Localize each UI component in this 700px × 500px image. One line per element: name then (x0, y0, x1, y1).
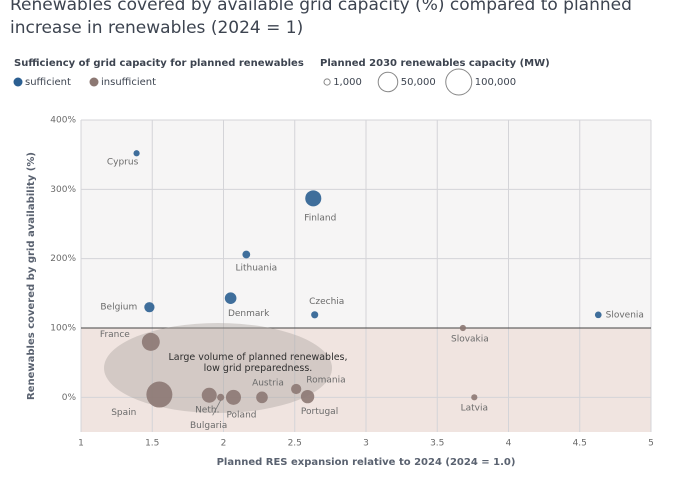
y-tick-label: 200% (50, 254, 76, 264)
x-tick-label: 5 (648, 439, 654, 449)
bubble (305, 190, 322, 207)
bubble (311, 311, 319, 319)
bubble (291, 383, 302, 395)
bubble (459, 324, 466, 332)
x-tick-label: 2.5 (288, 439, 302, 449)
bubble (224, 292, 237, 304)
legend-marker (89, 77, 99, 87)
point-label: Cyprus (107, 158, 139, 168)
x-axis-label: Planned RES expansion relative to 2024 (… (217, 457, 516, 468)
point-label: Lithuania (235, 263, 277, 273)
bubble (242, 250, 251, 259)
x-tick-label: 4.5 (573, 439, 587, 449)
point-label: Spain (111, 408, 136, 418)
point-label: Denmark (228, 309, 270, 319)
bubble (146, 381, 173, 408)
x-tick-label: 3 (363, 439, 369, 449)
y-axis-label: Renewables covered by grid availability … (26, 152, 37, 400)
bubble (217, 393, 225, 401)
bubble (225, 389, 241, 405)
point-label: France (100, 330, 130, 340)
legend-label: sufficient (25, 77, 71, 88)
point-label: Romania (306, 375, 345, 385)
point-label: Czechia (309, 297, 344, 307)
y-tick-label: 300% (50, 185, 76, 195)
bubble (201, 387, 217, 403)
bubble (133, 150, 140, 157)
x-tick-label: 1 (78, 439, 84, 449)
size-legend-title: Planned 2030 renewables capacity (MW) (320, 58, 550, 69)
bubble (256, 391, 268, 404)
bubble (141, 332, 160, 351)
point-label: Bulgaria (190, 421, 227, 431)
x-tick-label: 4 (506, 439, 512, 449)
point-label: Latvia (461, 404, 488, 414)
point-label: Slovenia (606, 310, 644, 320)
legend-title: Sufficiency of grid capacity for planned… (14, 58, 304, 69)
point-label: Austria (252, 378, 284, 388)
legend-label: insufficient (101, 77, 156, 88)
point-label: Neth. (195, 405, 219, 415)
size-legend-label: 100,000 (475, 77, 516, 88)
annotation: Large volume of planned renewables, low g… (168, 352, 347, 374)
size-legend-marker (377, 71, 399, 93)
point-label: Slovakia (451, 334, 489, 344)
bubble (471, 394, 478, 401)
size-legend-label: 1,000 (333, 77, 362, 88)
bubble (300, 389, 315, 404)
point-label: Finland (304, 214, 336, 224)
leader-line (212, 400, 222, 416)
point-label: Poland (226, 410, 256, 420)
point-label: Belgium (100, 303, 137, 313)
point-label: Portugal (301, 407, 338, 417)
x-tick-label: 3.5 (430, 439, 444, 449)
chart-title: Renewables covered by available grid cap… (10, 0, 632, 38)
y-tick-label: 400% (50, 116, 76, 126)
bubble (144, 302, 155, 313)
y-tick-label: 0% (62, 393, 77, 403)
size-legend-marker (323, 78, 331, 86)
legend-marker (13, 77, 23, 87)
x-tick-label: 1.5 (145, 439, 159, 449)
size-legend-marker (445, 68, 473, 96)
x-tick-label: 2 (221, 439, 227, 449)
bubble (594, 311, 602, 319)
size-legend-label: 50,000 (401, 77, 436, 88)
y-tick-label: 100% (50, 324, 76, 334)
